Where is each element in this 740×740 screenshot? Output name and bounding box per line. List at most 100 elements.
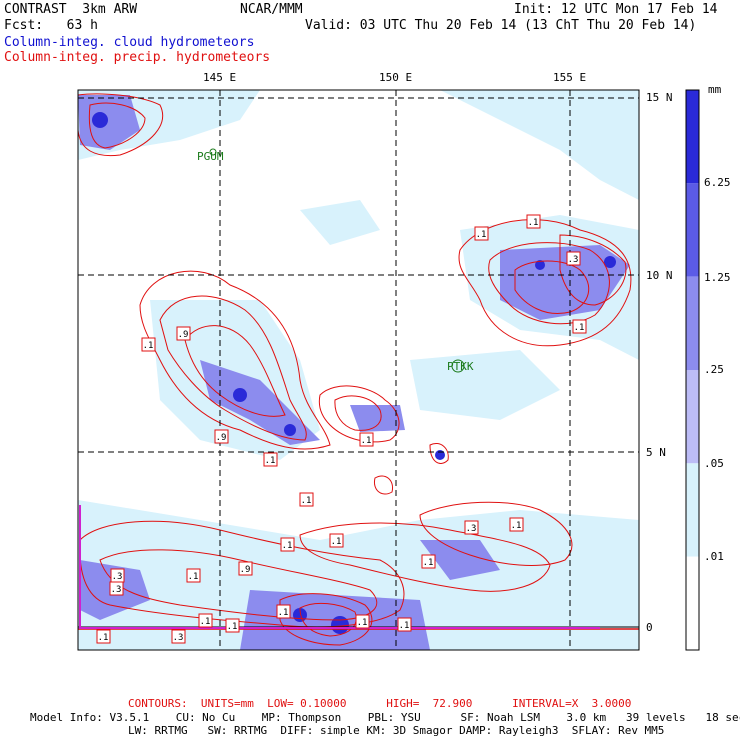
cloud-core [535,260,545,270]
contour-label: .1 [361,436,372,446]
contour-label: .9 [178,330,189,340]
contour-label-box [96,629,111,644]
contour-label-box [526,214,541,229]
cloud-area [78,95,140,150]
contour-label-box [225,618,240,633]
cloud-core [92,112,108,128]
colorbar-swatch [686,90,699,184]
cloud-area [500,245,630,320]
contour-label-box [464,520,479,535]
colorbar-swatch [686,183,699,277]
cloud-core [331,616,349,634]
contour-label-box [397,617,412,632]
cloud-area [350,405,405,432]
lat-label-15n: 15 N [646,91,673,104]
contour-label-box [263,452,278,467]
lon-label-155e: 155 E [553,71,587,84]
precip-contours [78,93,632,646]
contour-label-box [198,613,213,628]
contour-label-box [355,614,370,629]
contour-label-box [572,319,587,334]
contour-label: .1 [301,496,312,506]
contour-label: .3 [111,585,122,595]
lon-label-150e: 150 E [379,71,413,84]
cloud-area [420,540,500,580]
station-label-ptkk: PTKK [447,360,474,373]
contour-label-box [299,492,314,507]
field-precip-hydrometeors: Column-integ. precip. hydrometeors [4,50,271,65]
contour-label: .1 [511,521,522,531]
lat-label-5n: 5 N [646,446,666,459]
contour-label: .1 [265,456,276,466]
contour-label-box [359,432,374,447]
domain-boundary [79,505,600,629]
contour-label: .1 [399,621,410,631]
colorbar-frame [685,89,700,651]
contour-labels: .1 .9 .1 .1 .3 .1 .9 .1 .1 .3 .1 .1 .9 .1 .1 .1 .3 .1 .3 .1… [96,214,587,644]
cloud-area [200,360,320,445]
valid-time: Valid: 03 UTC Thu 20 Feb 14 (13 ChT Thu … [305,18,697,33]
forecast-hour: Fcst: 63 h [4,18,98,33]
model-info-line2: LW: RRTMG SW: RRTMG DIFF: simple KM: 3D … [128,724,665,737]
contour-label: .1 [574,323,585,333]
station-marker [209,148,217,156]
contour-label: .9 [240,565,251,575]
contour-label-box [186,568,201,583]
colorbar-label: .01 [704,550,724,563]
lon-label-145e: 145 E [203,71,237,84]
colorbar-label: .25 [704,363,724,376]
cloud-core [604,256,616,268]
colorbar-swatch [686,556,699,650]
colorbar-label: 1.25 [704,271,731,284]
contour-label: .3 [466,524,477,534]
contour-label: .1 [188,572,199,582]
contour-label-box [238,561,253,576]
contour-info: CONTOURS: UNITS=mm LOW= 0.10000 HIGH= 72… [128,697,632,710]
cloud-core [284,424,296,436]
lat-lon-grid [78,90,639,650]
contour-label-box [276,604,291,619]
cloud-area [440,90,639,200]
contour-label: .1 [98,633,109,643]
cloud-core [233,388,247,402]
colorbar-swatch [686,370,699,464]
contour-label-box [566,251,581,266]
contour-label-box [110,568,125,583]
product-title: CONTRAST 3km ARW [4,2,138,17]
contour-label-box [176,326,191,341]
contour-label-box [214,429,229,444]
contour-label: .1 [357,618,368,628]
contour-label-box [280,537,295,552]
contour-label: .1 [143,341,154,351]
contour-label: .1 [227,622,238,632]
model-info-line1: Model Info: V3.5.1 CU: No Cu MP: Thompso… [30,711,740,724]
station-label-pgum: PGUM [197,150,224,163]
contour-label: .3 [568,255,579,265]
station-marker [451,359,465,373]
contour-label-box [171,629,186,644]
plot-frame [77,89,640,651]
contour-label: .1 [423,558,434,568]
lat-label-equator: 0 [646,621,653,634]
contour-label: .1 [278,608,289,618]
contour-label-box [474,226,489,241]
contour-label: .1 [476,230,487,240]
colorbar-label: 6.25 [704,176,731,189]
colorbar [685,89,700,651]
colorbar-swatch [686,276,699,370]
contour-label-box [421,554,436,569]
field-cloud-hydrometeors: Column-integ. cloud hydrometeors [4,35,255,50]
contour-label-box [141,337,156,352]
contour-label: .1 [331,537,342,547]
init-time: Init: 12 UTC Mon 17 Feb 14 [514,2,718,17]
contour-label: .1 [528,218,539,228]
lat-label-10n: 10 N [646,269,673,282]
cloud-area [300,200,380,245]
colorbar-swatch [686,463,699,557]
colorbar-unit: mm [708,83,722,96]
contour-label-box [509,517,524,532]
contour-label: .1 [282,541,293,551]
colorbar-label: .05 [704,457,724,470]
contour-label: .3 [112,572,123,582]
